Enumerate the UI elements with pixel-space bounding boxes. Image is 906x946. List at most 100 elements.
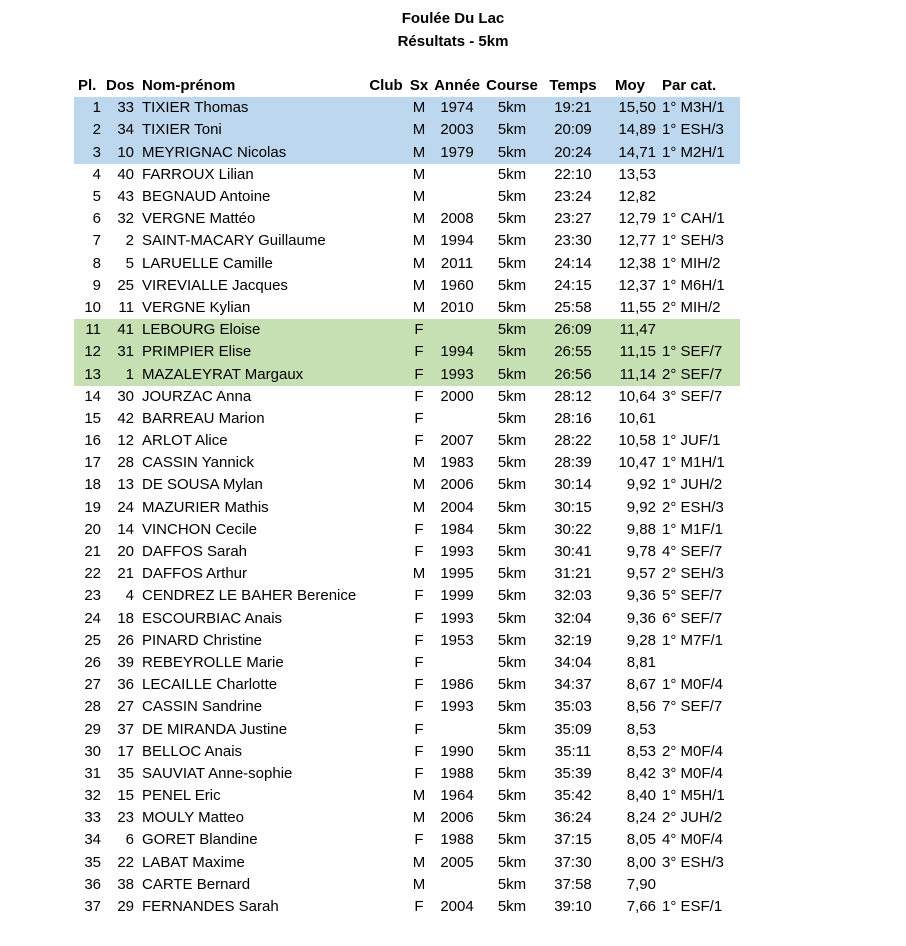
- cell-pl: 2: [92, 121, 101, 139]
- cell-annee: 1986: [440, 676, 474, 694]
- cell-pl: 21: [84, 543, 101, 561]
- cell-dos: 20: [117, 543, 134, 561]
- cell-annee: 1994: [440, 343, 474, 361]
- cell-dos: 14: [117, 520, 134, 538]
- table-row: 8 5 LARUELLE Camille M 2011 5km 24:14 12,38 1° M…: [74, 253, 740, 275]
- cell-dos: 42: [117, 409, 134, 427]
- cell-moy: 14,89: [618, 121, 656, 139]
- cell-cat: 1° M0F/4: [662, 676, 724, 694]
- table-row: 10 11 VERGNE Kylian M 2010 5km 25:58 11,55 2° MI…: [74, 297, 740, 319]
- cell-moy: 8,67: [626, 676, 656, 694]
- column-header-temps: Temps: [549, 77, 597, 95]
- cell-cat: 2° M0F/4: [662, 742, 724, 760]
- cell-moy: 11,55: [619, 298, 656, 316]
- table-row: 22 21 DAFFOS Arthur M 1995 5km 31:21 9,57 2° SEH…: [74, 563, 740, 585]
- cell-temps: 39:10: [554, 898, 592, 916]
- cell-cat: 6° SEF/7: [662, 609, 723, 627]
- cell-sx: M: [412, 143, 426, 161]
- cell-moy: 9,78: [626, 543, 656, 561]
- cell-temps: 26:09: [554, 321, 592, 339]
- cell-course: 5km: [497, 254, 527, 272]
- cell-dos: 38: [117, 875, 134, 893]
- cell-moy: 9,92: [626, 476, 656, 494]
- cell-dos: 1: [125, 365, 134, 383]
- cell-moy: 8,81: [626, 653, 656, 671]
- cell-cat: 7° SEF/7: [662, 698, 723, 716]
- cell-cat: 1° M1H/1: [662, 454, 725, 472]
- cell-course: 5km: [497, 498, 527, 516]
- cell-nom: DE SOUSA Mylan: [142, 476, 263, 494]
- cell-nom: LARUELLE Camille: [142, 254, 273, 272]
- cell-dos: 6: [125, 831, 134, 849]
- cell-annee: 1993: [440, 698, 474, 716]
- cell-temps: 28:16: [554, 409, 592, 427]
- table-row: 6 32 VERGNE Mattéo M 2008 5km 23:27 12,79 1° CAH…: [74, 208, 740, 230]
- cell-pl: 14: [84, 387, 101, 405]
- cell-dos: 40: [117, 165, 134, 183]
- column-header-nom: Nom-prénom: [142, 77, 236, 95]
- cell-sx: M: [412, 809, 426, 827]
- table-row: 25 26 PINARD Christine F 1953 5km 32:19 9,28 1° …: [74, 630, 740, 652]
- cell-dos: 21: [117, 565, 134, 583]
- cell-dos: 12: [117, 432, 134, 450]
- cell-moy: 15,50: [618, 99, 656, 117]
- column-header-cat: Par cat.: [662, 77, 717, 95]
- cell-moy: 7,90: [626, 875, 656, 893]
- cell-nom: LECAILLE Charlotte: [142, 676, 278, 694]
- cell-dos: 10: [117, 143, 134, 161]
- table-row: 26 39 REBEYROLLE Marie F 5km 34:04 8,81: [74, 652, 740, 674]
- cell-sx: M: [412, 99, 426, 117]
- cell-nom: VINCHON Cecile: [142, 520, 258, 538]
- cell-course: 5km: [497, 298, 527, 316]
- cell-course: 5km: [497, 898, 527, 916]
- cell-course: 5km: [497, 565, 527, 583]
- cell-moy: 10,61: [618, 409, 656, 427]
- cell-course: 5km: [497, 742, 527, 760]
- cell-sx: F: [414, 698, 424, 716]
- cell-nom: MOULY Matteo: [142, 809, 244, 827]
- cell-sx: M: [412, 454, 426, 472]
- table-row: 18 13 DE SOUSA Mylan M 2006 5km 30:14 9,92 1° JU…: [74, 474, 740, 496]
- cell-cat: 1° MIH/2: [662, 254, 721, 272]
- cell-annee: 1974: [440, 99, 474, 117]
- cell-nom: MAZURIER Mathis: [142, 498, 269, 516]
- cell-temps: 30:15: [554, 498, 592, 516]
- cell-nom: GORET Blandine: [142, 831, 258, 849]
- cell-cat: 2° JUH/2: [662, 809, 723, 827]
- cell-dos: 5: [125, 254, 134, 272]
- cell-annee: 1953: [440, 631, 474, 649]
- cell-nom: PINARD Christine: [142, 631, 263, 649]
- table-header-row: Pl. Dos Nom-prénom Club Sx Année Course Temps Mo…: [74, 75, 740, 97]
- cell-annee: 1988: [440, 764, 474, 782]
- cell-nom: CARTE Bernard: [142, 875, 251, 893]
- cell-nom: DAFFOS Arthur: [142, 565, 248, 583]
- cell-annee: 2007: [440, 432, 474, 450]
- cell-annee: 2004: [440, 898, 474, 916]
- cell-moy: 12,38: [618, 254, 656, 272]
- cell-annee: 2006: [440, 476, 474, 494]
- table-row: 19 24 MAZURIER Mathis M 2004 5km 30:15 9,92 2° E…: [74, 497, 740, 519]
- table-row: 3 10 MEYRIGNAC Nicolas M 1979 5km 20:24 14,71 1°…: [74, 141, 740, 164]
- cell-nom: CASSIN Yannick: [142, 454, 254, 472]
- cell-temps: 32:04: [554, 609, 592, 627]
- cell-nom: VIREVIALLE Jacques: [142, 276, 288, 294]
- cell-pl: 12: [84, 343, 101, 361]
- cell-moy: 9,57: [626, 565, 656, 583]
- cell-moy: 8,53: [626, 720, 656, 738]
- cell-temps: 32:19: [554, 631, 592, 649]
- cell-annee: 1994: [440, 232, 474, 250]
- cell-nom: CENDREZ LE BAHER Berenice: [142, 587, 357, 605]
- cell-annee: 2005: [440, 853, 474, 871]
- cell-course: 5km: [497, 809, 527, 827]
- cell-moy: 8,56: [626, 698, 656, 716]
- cell-moy: 12,82: [618, 188, 656, 206]
- cell-dos: 25: [117, 276, 134, 294]
- results-table: Pl. Dos Nom-prénom Club Sx Année Course Temps Mo…: [74, 75, 740, 918]
- cell-pl: 15: [84, 409, 101, 427]
- cell-nom: DAFFOS Sarah: [142, 543, 248, 561]
- cell-cat: 1° ESH/3: [662, 121, 724, 139]
- table-row: 13 1 MAZALEYRAT Margaux F 1993 5km 26:56 11,14 2…: [74, 363, 740, 386]
- table-body: 1 33 TIXIER Thomas M 1974 5km 19:21 15,50 1° M3H…: [74, 97, 740, 918]
- title-block: Foulée Du Lac Résultats - 5km: [0, 0, 906, 51]
- cell-pl: 9: [92, 276, 101, 294]
